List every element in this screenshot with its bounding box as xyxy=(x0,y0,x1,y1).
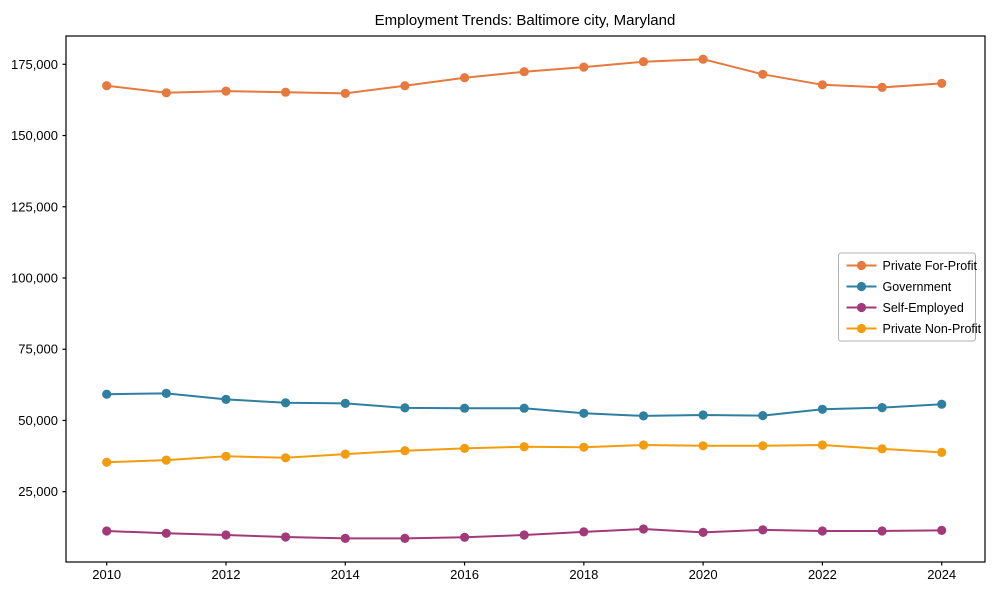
data-point xyxy=(281,453,291,463)
data-point xyxy=(102,389,112,399)
y-axis-tick-label: 100,000 xyxy=(11,270,58,285)
data-point xyxy=(221,86,231,96)
y-axis-tick-label: 25,000 xyxy=(18,484,58,499)
data-point xyxy=(877,403,887,413)
data-point xyxy=(340,449,350,459)
data-point xyxy=(579,408,589,418)
data-point xyxy=(579,527,589,537)
data-point xyxy=(221,394,231,404)
data-point xyxy=(460,532,470,542)
y-axis-tick-label: 175,000 xyxy=(11,57,58,72)
series-markers-government xyxy=(102,388,947,421)
data-point xyxy=(340,533,350,544)
legend: Private For-Profit Government Self-Employe… xyxy=(838,252,982,342)
data-point xyxy=(817,526,828,536)
legend-label: Private For-Profit xyxy=(883,259,978,273)
data-point xyxy=(579,62,589,72)
data-point xyxy=(638,57,649,67)
y-axis-tick-label: 75,000 xyxy=(18,342,58,357)
legend-swatch-marker xyxy=(856,302,867,313)
data-point xyxy=(638,440,649,450)
data-point xyxy=(519,530,529,540)
legend-label: Private Non-Profit xyxy=(883,322,982,336)
y-axis-tick-label: 125,000 xyxy=(11,199,58,214)
legend-item-private-non-profit: Private Non-Profit xyxy=(846,322,982,336)
data-point xyxy=(877,82,887,92)
data-point xyxy=(161,88,171,98)
data-point xyxy=(281,87,291,97)
data-point xyxy=(281,398,291,408)
x-axis-tick-label: 2024 xyxy=(927,567,956,582)
legend-swatch-marker xyxy=(856,260,867,271)
legend-item-private-for-profit: Private For-Profit xyxy=(846,259,978,273)
data-point xyxy=(579,442,589,452)
data-point xyxy=(817,80,828,90)
data-point xyxy=(937,447,947,457)
data-point xyxy=(102,81,112,91)
y-axis-tick-label: 50,000 xyxy=(18,413,58,428)
series-markers-private-for-profit xyxy=(102,54,947,98)
data-point xyxy=(698,527,708,538)
x-axis-tick-label: 2022 xyxy=(808,567,837,582)
series-markers-private-non-profit xyxy=(102,440,947,467)
data-point xyxy=(877,526,887,536)
data-point xyxy=(161,455,171,465)
data-point xyxy=(758,525,768,535)
data-point xyxy=(221,530,231,540)
data-point xyxy=(758,411,768,421)
data-point xyxy=(460,403,470,413)
data-point xyxy=(400,403,410,413)
data-point xyxy=(400,81,410,91)
legend-box xyxy=(838,252,976,342)
data-point xyxy=(400,446,410,456)
legend-label: Government xyxy=(883,280,952,294)
data-point xyxy=(937,525,947,536)
data-point xyxy=(937,399,947,409)
x-axis-tick-label: 2020 xyxy=(689,567,718,582)
series-line-private-for-profit xyxy=(105,58,943,95)
x-axis-tick-label: 2016 xyxy=(450,567,479,582)
data-point xyxy=(400,533,410,544)
data-point xyxy=(638,524,649,534)
series-markers-self-employed xyxy=(102,524,947,544)
data-point xyxy=(460,443,470,453)
y-axis-tick-label: 150,000 xyxy=(11,128,58,143)
data-point xyxy=(221,451,231,461)
data-point xyxy=(519,67,529,77)
x-axis-tick-label: 2014 xyxy=(331,567,360,582)
data-point xyxy=(698,441,708,451)
x-axis-tick-label: 2012 xyxy=(212,567,241,582)
data-point xyxy=(758,69,768,79)
x-axis-tick-label: 2018 xyxy=(569,567,598,582)
data-point xyxy=(638,411,649,421)
data-point xyxy=(281,532,291,542)
data-point xyxy=(519,442,529,452)
data-point xyxy=(698,54,708,64)
legend-swatch-marker xyxy=(856,323,867,334)
data-point xyxy=(937,78,947,88)
data-point xyxy=(817,404,828,414)
data-point xyxy=(340,398,350,408)
plot-border xyxy=(65,35,986,563)
data-point xyxy=(161,388,171,398)
data-point xyxy=(698,410,708,420)
legend-item-self-employed: Self-Employed xyxy=(846,301,964,315)
legend-label: Self-Employed xyxy=(883,301,964,315)
legend-item-government: Government xyxy=(846,280,952,294)
x-axis-tick-label: 2010 xyxy=(92,567,121,582)
data-point xyxy=(102,457,112,467)
data-point xyxy=(758,441,768,451)
legend-swatch-marker xyxy=(856,281,867,292)
data-point xyxy=(817,440,828,450)
data-point xyxy=(161,528,171,538)
chart-title: Employment Trends: Baltimore city, Maryl… xyxy=(375,12,676,29)
data-point xyxy=(460,73,470,83)
data-point xyxy=(102,526,112,536)
data-point xyxy=(340,88,350,98)
data-point xyxy=(519,403,529,413)
data-point xyxy=(877,444,887,454)
